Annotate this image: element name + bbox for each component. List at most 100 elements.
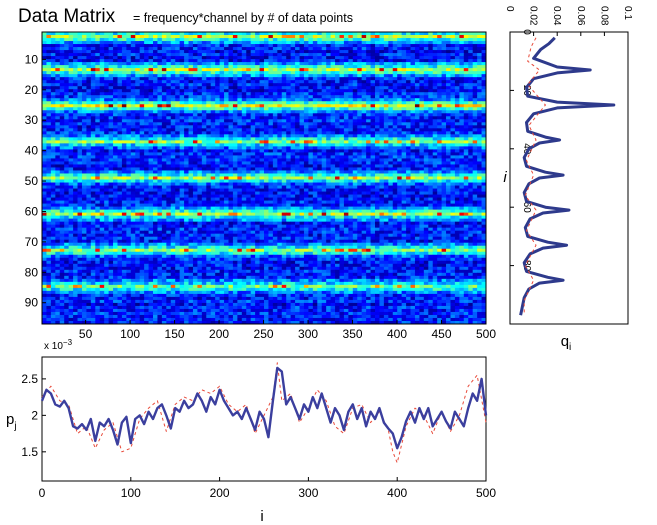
heatmap-cell: [312, 134, 318, 138]
heatmap-cell: [481, 140, 487, 144]
heatmap-cell: [250, 83, 256, 87]
heatmap-cell: [42, 83, 47, 87]
heatmap-cell: [166, 104, 172, 108]
heatmap-cell: [348, 92, 354, 96]
heatmap-cell: [42, 92, 47, 96]
heatmap-cell: [277, 71, 283, 75]
heatmap-cell: [64, 113, 70, 117]
heatmap-cell: [423, 62, 429, 66]
heatmap-cell: [290, 38, 296, 42]
heatmap-cell: [286, 71, 292, 75]
heatmap-cell: [46, 176, 52, 180]
heatmap-cell: [259, 128, 265, 132]
heatmap-cell: [366, 116, 371, 120]
heatmap-cell: [454, 155, 460, 159]
heatmap-cell: [108, 149, 114, 153]
heatmap-cell: [326, 74, 331, 78]
heatmap-cell: [210, 125, 216, 129]
heatmap-cell: [104, 125, 109, 129]
heatmap-cell: [130, 101, 136, 105]
heatmap-cell: [472, 167, 478, 171]
heatmap-cell: [184, 77, 189, 81]
heatmap-cell: [264, 119, 269, 123]
heatmap-cell: [219, 95, 225, 99]
heatmap-cell: [335, 77, 340, 81]
heatmap-cell: [161, 152, 167, 156]
heatmap-cell: [450, 71, 456, 75]
heatmap-cell: [450, 143, 456, 147]
heatmap-cell: [170, 101, 176, 105]
heatmap-cell: [135, 68, 141, 72]
heatmap-cell: [77, 74, 83, 78]
heatmap-cell: [246, 59, 252, 63]
heatmap-cell: [410, 167, 416, 171]
heatmap-cell: [410, 41, 416, 45]
heatmap-cell: [468, 104, 474, 108]
heatmap-cell: [157, 158, 163, 162]
heatmap-cell: [268, 50, 274, 54]
heatmap-cell: [42, 119, 47, 123]
heatmap-cell: [42, 62, 47, 66]
heatmap-cell: [175, 68, 181, 72]
heatmap-cell: [201, 86, 207, 90]
heatmap-cell: [397, 35, 403, 39]
heatmap-cell: [272, 77, 278, 81]
heatmap-cells: [42, 32, 487, 325]
heatmap-cell: [419, 47, 425, 51]
heatmap-cell: [335, 122, 340, 126]
heatmap-cell: [246, 146, 252, 150]
heatmap-cell: [241, 38, 247, 42]
heatmap-cell: [454, 38, 460, 42]
heatmap-cell: [144, 65, 149, 69]
heatmap-cell: [206, 71, 212, 75]
heatmap-cell: [64, 170, 70, 174]
heatmap-cell: [419, 137, 425, 141]
heatmap-cell: [450, 146, 456, 150]
heatmap-cell: [401, 167, 407, 171]
heatmap-cell: [215, 107, 220, 111]
heatmap-cell: [250, 77, 256, 81]
heatmap-cell: [361, 44, 367, 48]
heatmap-cell: [383, 122, 389, 126]
heatmap-cell: [121, 158, 127, 162]
heatmap-cell: [321, 104, 327, 108]
heatmap-cell: [153, 47, 158, 51]
heatmap-cell: [148, 53, 154, 57]
heatmap-cell: [357, 44, 363, 48]
heatmap-cell: [50, 44, 56, 48]
heatmap-cell: [406, 80, 411, 84]
heatmap-cell: [370, 146, 376, 150]
heatmap-cell: [192, 176, 198, 180]
heatmap-cell: [232, 161, 238, 165]
heatmap-cell: [281, 116, 287, 120]
heatmap-cell: [201, 71, 207, 75]
heatmap-cell: [432, 71, 438, 75]
heatmap-cell: [295, 146, 300, 150]
heatmap-cell: [361, 35, 367, 39]
heatmap-cell: [108, 32, 114, 36]
heatmap-cell: [55, 35, 61, 39]
heatmap-cell: [268, 170, 274, 174]
heatmap-cell: [468, 38, 474, 42]
heatmap-cell: [64, 74, 70, 78]
heatmap-cell: [130, 161, 136, 165]
heatmap-cell: [130, 95, 136, 99]
heatmap-cell: [379, 113, 385, 117]
heatmap-cell: [361, 62, 367, 66]
heatmap-cell: [175, 173, 181, 177]
heatmap-cell: [410, 152, 416, 156]
heatmap-cell: [95, 62, 101, 66]
heatmap-cell: [330, 128, 336, 132]
heatmap-cell: [264, 86, 269, 90]
heatmap-cell: [357, 161, 363, 165]
heatmap-cell: [135, 155, 141, 159]
heatmap-cell: [139, 77, 145, 81]
heatmap-cell: [157, 89, 163, 93]
heatmap-cell: [99, 59, 105, 63]
heatmap-cell: [379, 38, 385, 42]
heatmap-cell: [375, 107, 380, 111]
heatmap-cell: [148, 89, 154, 93]
heatmap-cell: [68, 134, 74, 138]
heatmap-cell: [130, 92, 136, 96]
heatmap-cell: [397, 104, 403, 108]
